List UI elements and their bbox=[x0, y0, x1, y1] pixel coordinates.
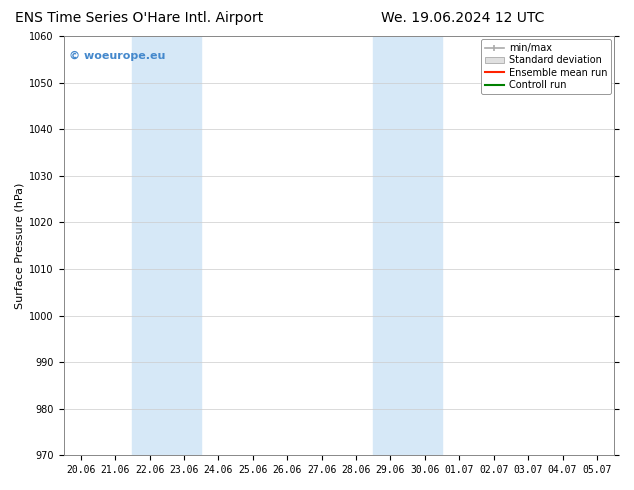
Bar bbox=[373, 36, 442, 455]
Bar bbox=[133, 36, 201, 455]
Text: We. 19.06.2024 12 UTC: We. 19.06.2024 12 UTC bbox=[381, 11, 545, 25]
Legend: min/max, Standard deviation, Ensemble mean run, Controll run: min/max, Standard deviation, Ensemble me… bbox=[481, 39, 611, 94]
Text: ENS Time Series O'Hare Intl. Airport: ENS Time Series O'Hare Intl. Airport bbox=[15, 11, 264, 25]
Text: © woeurope.eu: © woeurope.eu bbox=[69, 51, 165, 61]
Y-axis label: Surface Pressure (hPa): Surface Pressure (hPa) bbox=[15, 183, 25, 309]
